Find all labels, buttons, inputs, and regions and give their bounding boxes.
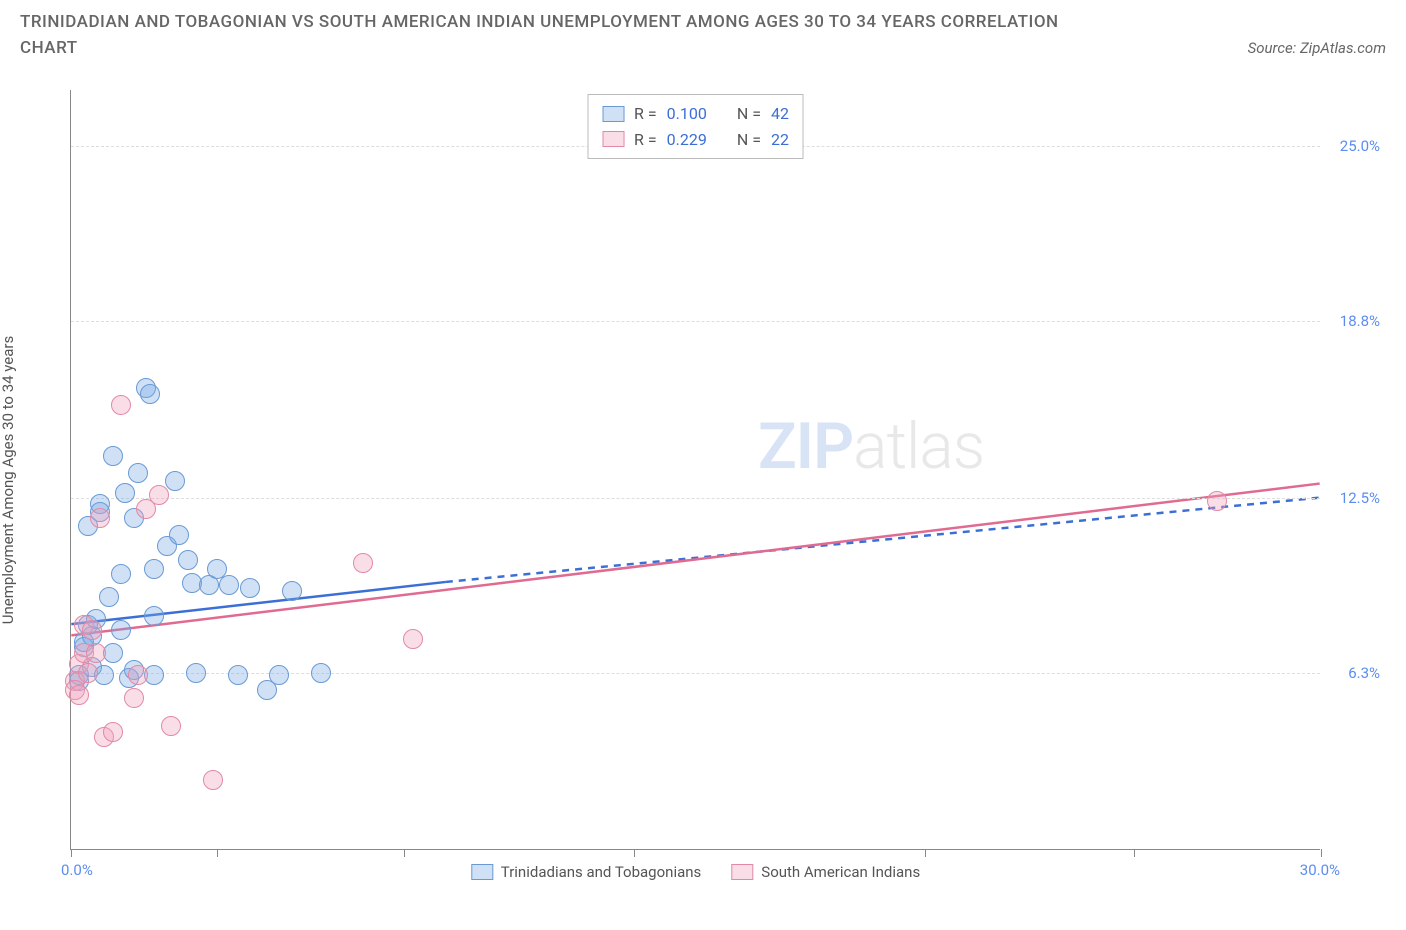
data-point-pink [149, 485, 169, 505]
data-point-pink [128, 665, 148, 685]
series-name: South American Indians [761, 863, 920, 881]
y-axis-label: Unemployment Among Ages 30 to 34 years [0, 336, 17, 624]
gridline [71, 673, 1320, 674]
data-point-blue [111, 564, 131, 584]
data-point-blue [311, 663, 331, 683]
r-label: R = [634, 101, 657, 127]
n-value: 22 [771, 127, 789, 153]
data-point-blue [228, 665, 248, 685]
x-tick [1134, 849, 1135, 857]
swatch-pink [602, 131, 624, 147]
data-point-pink [78, 663, 98, 683]
data-point-blue [165, 471, 185, 491]
data-point-blue [282, 581, 302, 601]
data-point-pink [103, 722, 123, 742]
x-min-label: 0.0% [61, 861, 93, 879]
r-value: 0.229 [667, 127, 707, 153]
r-value: 0.100 [667, 101, 707, 127]
y-tick-label: 6.3% [1348, 664, 1380, 682]
data-point-pink [86, 643, 106, 663]
y-tick-label: 18.8% [1340, 312, 1380, 330]
r-label: R = [634, 127, 657, 153]
data-point-pink [353, 553, 373, 573]
chart-container: Unemployment Among Ages 30 to 34 years Z… [20, 80, 1386, 880]
data-point-pink [403, 629, 423, 649]
legend-stats-row-pink: R = 0.229 N = 22 [602, 127, 789, 153]
legend-item-blue: Trinidadians and Tobagonians [471, 863, 701, 881]
trend-lines [71, 90, 1320, 849]
data-point-blue [169, 525, 189, 545]
y-tick-label: 12.5% [1340, 489, 1380, 507]
plot-area: ZIPatlas R =0.100N =42R =0.229N =22 0.0%… [70, 90, 1320, 850]
data-point-pink [69, 685, 89, 705]
x-tick [404, 849, 405, 857]
data-point-pink [82, 620, 102, 640]
swatch-blue [602, 106, 624, 122]
x-tick [1321, 849, 1322, 857]
source-label: Source: ZipAtlas.com [1248, 39, 1386, 61]
data-point-blue [99, 587, 119, 607]
data-point-blue [103, 446, 123, 466]
data-point-pink [1207, 491, 1227, 511]
x-tick [217, 849, 218, 857]
data-point-blue [269, 665, 289, 685]
data-point-blue [144, 606, 164, 626]
data-point-pink [111, 395, 131, 415]
n-label: N = [737, 127, 761, 153]
data-point-pink [124, 688, 144, 708]
data-point-blue [140, 384, 160, 404]
swatch-pink [731, 864, 753, 880]
data-point-blue [94, 665, 114, 685]
n-label: N = [737, 101, 761, 127]
chart-title: TRINIDADIAN AND TOBAGONIAN VS SOUTH AMER… [20, 10, 1120, 61]
data-point-pink [161, 716, 181, 736]
x-max-label: 30.0% [1300, 861, 1340, 879]
data-point-blue [128, 463, 148, 483]
gridline [71, 321, 1320, 322]
series-name: Trinidadians and Tobagonians [501, 863, 701, 881]
data-point-blue [111, 620, 131, 640]
swatch-blue [471, 864, 493, 880]
legend-stats: R = 0.100 N = 42 R = 0.229 N = 22 [587, 94, 804, 159]
x-tick [925, 849, 926, 857]
data-point-pink [90, 508, 110, 528]
y-tick-label: 25.0% [1340, 137, 1380, 155]
data-point-blue [240, 578, 260, 598]
data-point-blue [186, 663, 206, 683]
legend-series: Trinidadians and Tobagonians South Americ… [471, 863, 920, 881]
legend-stats-row-blue: R = 0.100 N = 42 [602, 101, 789, 127]
x-tick [634, 849, 635, 857]
data-point-blue [144, 559, 164, 579]
legend-item-pink: South American Indians [731, 863, 920, 881]
data-point-blue [219, 575, 239, 595]
data-point-pink [203, 770, 223, 790]
data-point-blue [115, 483, 135, 503]
n-value: 42 [771, 101, 789, 127]
gridline [71, 498, 1320, 499]
data-point-blue [178, 550, 198, 570]
x-tick [71, 849, 72, 857]
